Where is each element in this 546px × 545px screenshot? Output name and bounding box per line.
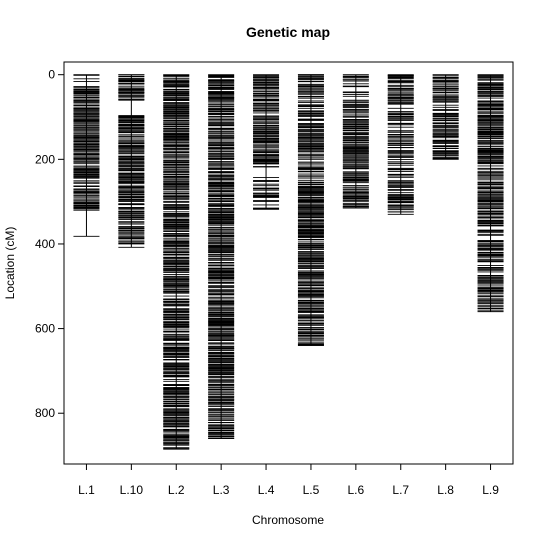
x-tick-label-l-10: L.10 — [120, 483, 144, 497]
chromosome-l-7 — [387, 74, 414, 215]
marker-lines — [73, 74, 504, 450]
x-tick-label-l-5: L.5 — [303, 483, 320, 497]
x-tick-label-l-2: L.2 — [168, 483, 185, 497]
x-axis-label: Chromosome — [252, 513, 324, 527]
y-tick-label: 200 — [35, 152, 55, 166]
chromosome-l-6 — [342, 74, 369, 209]
chromosome-l-4 — [253, 74, 280, 210]
y-tick-label: 800 — [35, 406, 55, 420]
y-axis-label: Location (cM) — [3, 227, 17, 300]
chromosome-l-5 — [297, 74, 324, 346]
y-tick-label: 600 — [35, 322, 55, 336]
chromosome-l-9 — [477, 74, 504, 313]
x-tick-label-l-1: L.1 — [78, 483, 95, 497]
chromosome-l-2 — [163, 74, 190, 450]
x-axis: L.1 L.10 L.2 L.3 L.4 L.5 L.6 L.7 L.8 L.9 — [78, 464, 499, 497]
x-tick-label-l-9: L.9 — [482, 483, 499, 497]
plot-frame — [63, 61, 514, 465]
x-tick-label-l-7: L.7 — [392, 483, 409, 497]
y-tick-label: 400 — [35, 237, 55, 251]
x-tick-label-l-8: L.8 — [437, 483, 454, 497]
chromosome-l-10 — [118, 74, 145, 248]
chromosome-l-8 — [432, 74, 459, 160]
x-tick-label-l-4: L.4 — [258, 483, 275, 497]
y-axis: 0 200 400 600 800 — [35, 68, 64, 420]
x-tick-label-l-6: L.6 — [348, 483, 365, 497]
chromosome-l-1 — [73, 74, 100, 237]
x-tick-label-l-3: L.3 — [213, 483, 230, 497]
chromosome-l-3 — [208, 74, 235, 440]
chart-title: Genetic map — [246, 24, 330, 40]
y-tick-label: 0 — [48, 68, 55, 82]
